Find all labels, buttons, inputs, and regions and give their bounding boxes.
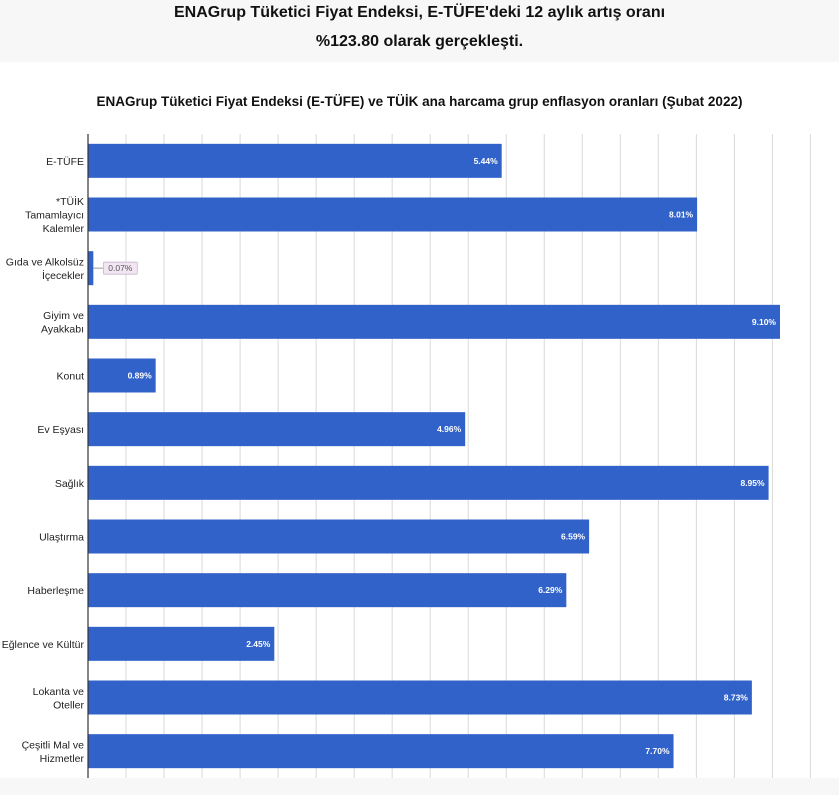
bar xyxy=(88,143,502,178)
category-label: Çeşitli Mal ve Hizmetler xyxy=(22,739,85,765)
category-label: Gıda ve Alkolsüz İçecekler xyxy=(6,256,85,282)
bar xyxy=(88,412,466,447)
value-label: 8.73% xyxy=(724,693,749,703)
value-label: 0.89% xyxy=(128,371,153,381)
value-label-box xyxy=(102,261,138,275)
chart-panel: ENAGrup Tüketici Fiyat Endeksi (E-TÜFE) … xyxy=(0,62,839,778)
bar-chart: 5.44% E-TÜFE 8.01% *TÜİK Tamamlayıcı Kalemler… xyxy=(2,134,811,778)
value-label: 6.29% xyxy=(538,585,563,595)
headline-line-2: %123.80 olarak gerçekleşti. xyxy=(315,33,524,50)
value-label: 5.44% xyxy=(474,156,499,166)
bar xyxy=(88,251,94,286)
category-label: Giyim ve Ayakkabı xyxy=(41,310,84,336)
category-label: E-TÜFE xyxy=(46,156,84,168)
category-label: Ev Eşyası xyxy=(37,424,84,436)
bar xyxy=(88,573,567,608)
bar xyxy=(88,734,674,769)
value-label: 6.59% xyxy=(561,532,586,542)
category-label: Konut xyxy=(57,371,85,383)
value-label: 8.95% xyxy=(740,478,765,488)
chart-title: ENAGrup Tüketici Fiyat Endeksi (E-TÜFE) … xyxy=(96,94,743,109)
value-label: 4.96% xyxy=(437,424,462,434)
value-label: 7.70% xyxy=(645,746,670,756)
value-label: 9.10% xyxy=(752,317,777,327)
category-label: Eğlence ve Kültür xyxy=(2,639,85,651)
headline: ENAGrup Tüketici Fiyat Endeksi, E-TÜFE'd… xyxy=(0,0,839,58)
bar xyxy=(88,197,698,232)
bar xyxy=(88,626,275,661)
category-label: *TÜİK Tamamlayıcı Kalemler xyxy=(25,195,84,235)
headline-line-1: ENAGrup Tüketici Fiyat Endeksi, E-TÜFE'd… xyxy=(173,4,666,21)
category-label: Sağlık xyxy=(55,478,85,490)
category-label: Ulaştırma xyxy=(39,532,84,544)
bar xyxy=(88,358,156,393)
bar xyxy=(88,519,590,554)
value-label: 2.45% xyxy=(246,639,271,649)
value-label: 8.01% xyxy=(669,210,694,220)
value-label: 0.07% xyxy=(108,263,133,273)
bar xyxy=(88,680,752,715)
bar xyxy=(88,304,780,339)
bar xyxy=(88,465,769,500)
category-label: Haberleşme xyxy=(27,585,84,597)
category-label: Lokanta ve Oteller xyxy=(33,686,85,712)
